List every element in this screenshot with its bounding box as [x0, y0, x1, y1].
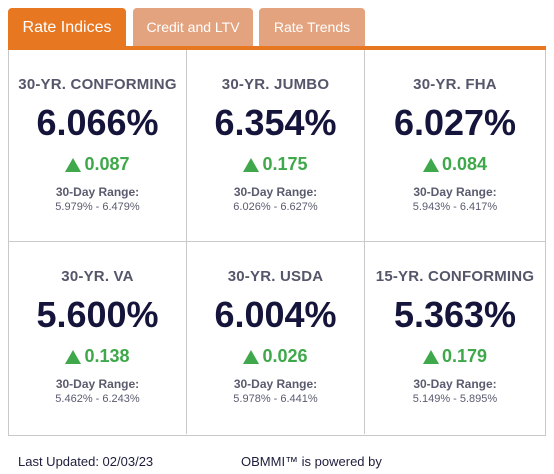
- rate-card-30yr-va: 30-YR. VA 5.600% 0.138 30-Day Range: 5.4…: [9, 242, 187, 434]
- tab-bar: Rate Indices Credit and LTV Rate Trends: [8, 8, 546, 48]
- card-range-label: 30-Day Range:: [233, 185, 318, 199]
- up-triangle-icon: [243, 349, 260, 364]
- card-change-value: 0.084: [441, 154, 488, 174]
- card-range: 5.149% - 5.895%: [412, 393, 498, 405]
- tab-rate-indices[interactable]: Rate Indices: [8, 8, 126, 48]
- card-rate: 6.354%: [214, 102, 337, 143]
- card-change: 0.179: [365, 346, 545, 367]
- card-title: 30-YR. JUMBO: [221, 76, 330, 93]
- card-change: 0.138: [9, 346, 186, 367]
- card-title: 30-YR. FHA: [413, 76, 497, 93]
- card-change: 0.084: [365, 154, 545, 175]
- card-range-label: 30-Day Range:: [413, 185, 497, 199]
- card-range-label: 30-Day Range:: [233, 377, 318, 391]
- card-rate: 5.600%: [36, 294, 159, 335]
- card-range: 5.978% - 6.441%: [233, 393, 318, 405]
- card-rate: 6.004%: [214, 294, 337, 335]
- rate-card-15yr-conforming: 15-YR. CONFORMING 5.363% 0.179 30-Day Ra…: [365, 242, 545, 434]
- card-range-label: 30-Day Range:: [55, 185, 140, 199]
- tab-rate-trends[interactable]: Rate Trends: [259, 8, 365, 46]
- card-range-label: 30-Day Range:: [413, 377, 497, 391]
- card-range: 5.462% - 6.243%: [55, 393, 140, 405]
- up-triangle-icon: [422, 349, 439, 364]
- rate-card-30yr-jumbo: 30-YR. JUMBO 6.354% 0.175 30-Day Range: …: [187, 50, 365, 242]
- card-title: 30-YR. USDA: [227, 268, 324, 285]
- rate-grid: 30-YR. CONFORMING 6.066% 0.087 30-Day Ra…: [8, 50, 546, 436]
- card-rate: 6.066%: [36, 102, 159, 143]
- up-triangle-icon: [422, 157, 439, 172]
- card-range: 5.979% - 6.479%: [55, 201, 140, 213]
- card-rate: 6.027%: [393, 102, 517, 143]
- card-change-value: 0.138: [84, 346, 130, 366]
- rate-card-30yr-fha: 30-YR. FHA 6.027% 0.084 30-Day Range: 5.…: [365, 50, 545, 242]
- tab-credit-and-ltv[interactable]: Credit and LTV: [133, 8, 253, 46]
- card-change-value: 0.087: [84, 154, 130, 174]
- up-triangle-icon: [65, 349, 82, 364]
- card-change: 0.026: [187, 346, 364, 367]
- rate-card-30yr-usda: 30-YR. USDA 6.004% 0.026 30-Day Range: 5…: [187, 242, 365, 434]
- card-change: 0.175: [187, 154, 364, 175]
- card-range-label: 30-Day Range:: [55, 377, 140, 391]
- card-range: 6.026% - 6.627%: [233, 201, 318, 213]
- card-range: 5.943% - 6.417%: [412, 201, 498, 213]
- card-change: 0.087: [9, 154, 186, 175]
- card-rate: 5.363%: [393, 294, 517, 335]
- card-change-value: 0.175: [262, 154, 308, 174]
- up-triangle-icon: [65, 157, 82, 172]
- rate-card-30yr-conforming: 30-YR. CONFORMING 6.066% 0.087 30-Day Ra…: [9, 50, 187, 242]
- card-change-value: 0.179: [441, 346, 488, 366]
- card-title: 15-YR. CONFORMING: [375, 268, 535, 285]
- card-title: 30-YR. CONFORMING: [18, 76, 177, 93]
- powered-by: OBMMI™ is powered by: [241, 454, 382, 469]
- card-change-value: 0.026: [262, 346, 308, 366]
- tab-underline: [8, 46, 546, 50]
- last-updated: Last Updated: 02/03/23: [18, 454, 154, 469]
- up-triangle-icon: [243, 157, 260, 172]
- card-title: 30-YR. VA: [61, 268, 134, 285]
